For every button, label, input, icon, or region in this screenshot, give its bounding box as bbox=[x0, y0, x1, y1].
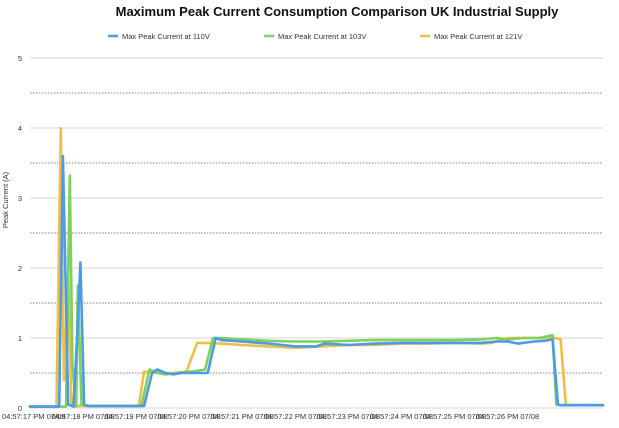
series-line-1 bbox=[28, 154, 605, 408]
chart-title: Maximum Peak Current Consumption Compari… bbox=[116, 4, 560, 19]
series-line-2 bbox=[28, 174, 605, 408]
x-tick-label: 04:57:18 PM 07/08 bbox=[51, 412, 114, 421]
x-tick-label: 04:57:20 PM 07/08 bbox=[157, 412, 220, 421]
y-tick-label: 4 bbox=[18, 124, 22, 133]
x-tick-label: 04:57:25 PM 07/08 bbox=[423, 412, 486, 421]
x-tick-label: 04:57:17 PM 07/08 bbox=[2, 412, 65, 421]
y-tick-label: 1 bbox=[18, 334, 22, 343]
legend-label: Max Peak Current at 121V bbox=[434, 32, 522, 41]
legend-label: Max Peak Current at 110V bbox=[122, 32, 210, 41]
legend: Max Peak Current at 110V Max Peak Current… bbox=[108, 32, 522, 41]
x-tick-label: 04:57:26 PM 07/08 bbox=[476, 412, 539, 421]
x-tick-label: 04:57:23 PM 07/08 bbox=[317, 412, 380, 421]
y-tick-label: 3 bbox=[18, 194, 22, 203]
y-axis-ticks: 0 1 2 3 4 5 bbox=[18, 54, 22, 413]
grid bbox=[30, 57, 603, 409]
x-tick-label: 04:57:19 PM 07/08 bbox=[104, 412, 167, 421]
series-lines bbox=[28, 126, 605, 408]
legend-label: Max Peak Current at 103V bbox=[278, 32, 366, 41]
x-tick-label: 04:57:21 PM 07/08 bbox=[211, 412, 274, 421]
x-tick-label: 04:57:24 PM 07/08 bbox=[370, 412, 433, 421]
y-tick-label: 5 bbox=[18, 54, 22, 63]
y-tick-label: 2 bbox=[18, 264, 22, 273]
y-axis-label: Peak Current (A) bbox=[1, 171, 10, 228]
y-tick-label: 0 bbox=[18, 404, 22, 413]
x-tick-label: 04:57:22 PM 07/08 bbox=[264, 412, 327, 421]
series-line-3 bbox=[28, 126, 605, 408]
